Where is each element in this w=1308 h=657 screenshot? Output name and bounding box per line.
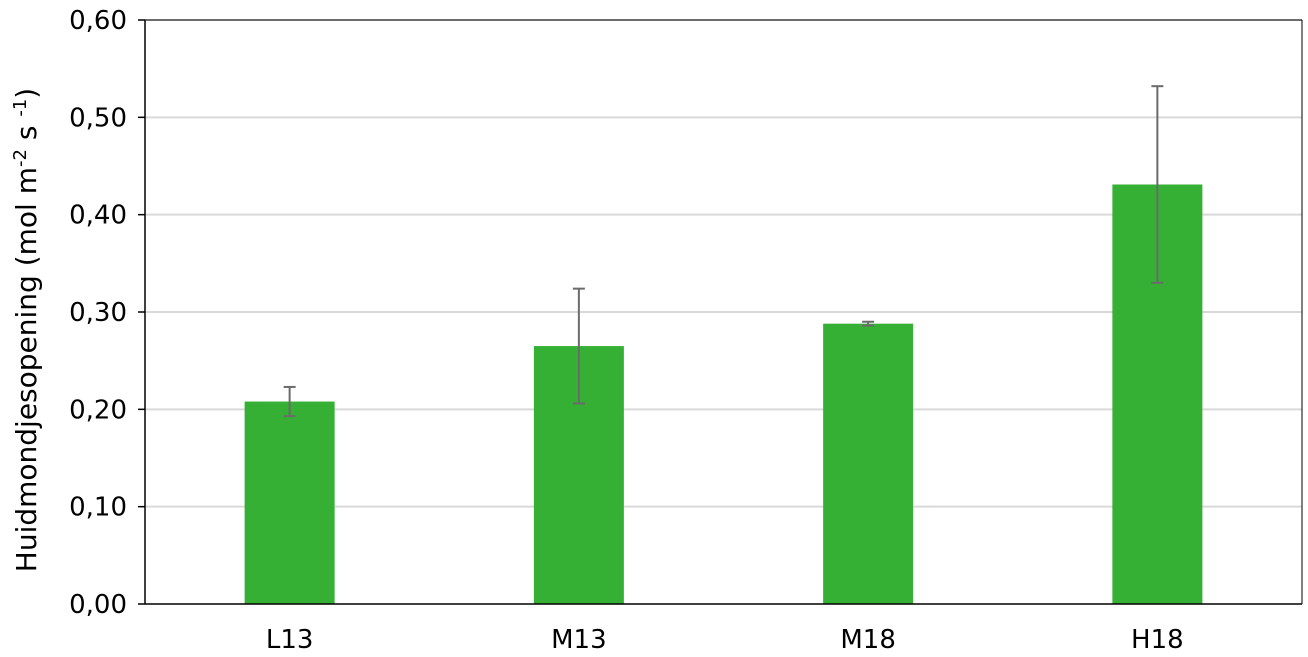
- y-tick-labels: 0,00 0,10 0,20 0,30 0,40 0,50 0,60: [69, 6, 127, 620]
- y-tick-label: 0,60: [69, 6, 127, 36]
- y-axis-unit-exponent-1: -2: [10, 149, 31, 167]
- y-tick-label: 0,20: [69, 395, 127, 425]
- error-bars: [283, 85, 1164, 418]
- x-tick-label: M18: [840, 625, 896, 655]
- error-bar-m13: [572, 287, 585, 405]
- error-bar-m18: [862, 320, 875, 327]
- axes: [138, 19, 1303, 605]
- error-bar-h18: [1151, 85, 1164, 284]
- x-tick-label: L13: [266, 625, 314, 655]
- error-bar-l13: [283, 385, 296, 418]
- bar-m18: [823, 323, 914, 604]
- y-axis-title: Huidmondjesopening (mol m-2 s -1): [10, 88, 44, 572]
- y-tick-label: 0,40: [69, 201, 127, 231]
- y-tick-label: 0,00: [69, 590, 127, 620]
- y-tick-label: 0,10: [69, 493, 127, 523]
- y-axis-unit-exponent-2: -1: [10, 99, 31, 117]
- y-tick-label: 0,50: [69, 103, 127, 133]
- y-tick-label: 0,30: [69, 298, 127, 328]
- x-tick-label: M13: [551, 625, 607, 655]
- bar-l13: [244, 401, 335, 604]
- x-tick-labels: L13 M13 M18 H18: [266, 625, 1184, 655]
- x-tick-label: H18: [1131, 625, 1184, 655]
- bars: [244, 184, 1203, 604]
